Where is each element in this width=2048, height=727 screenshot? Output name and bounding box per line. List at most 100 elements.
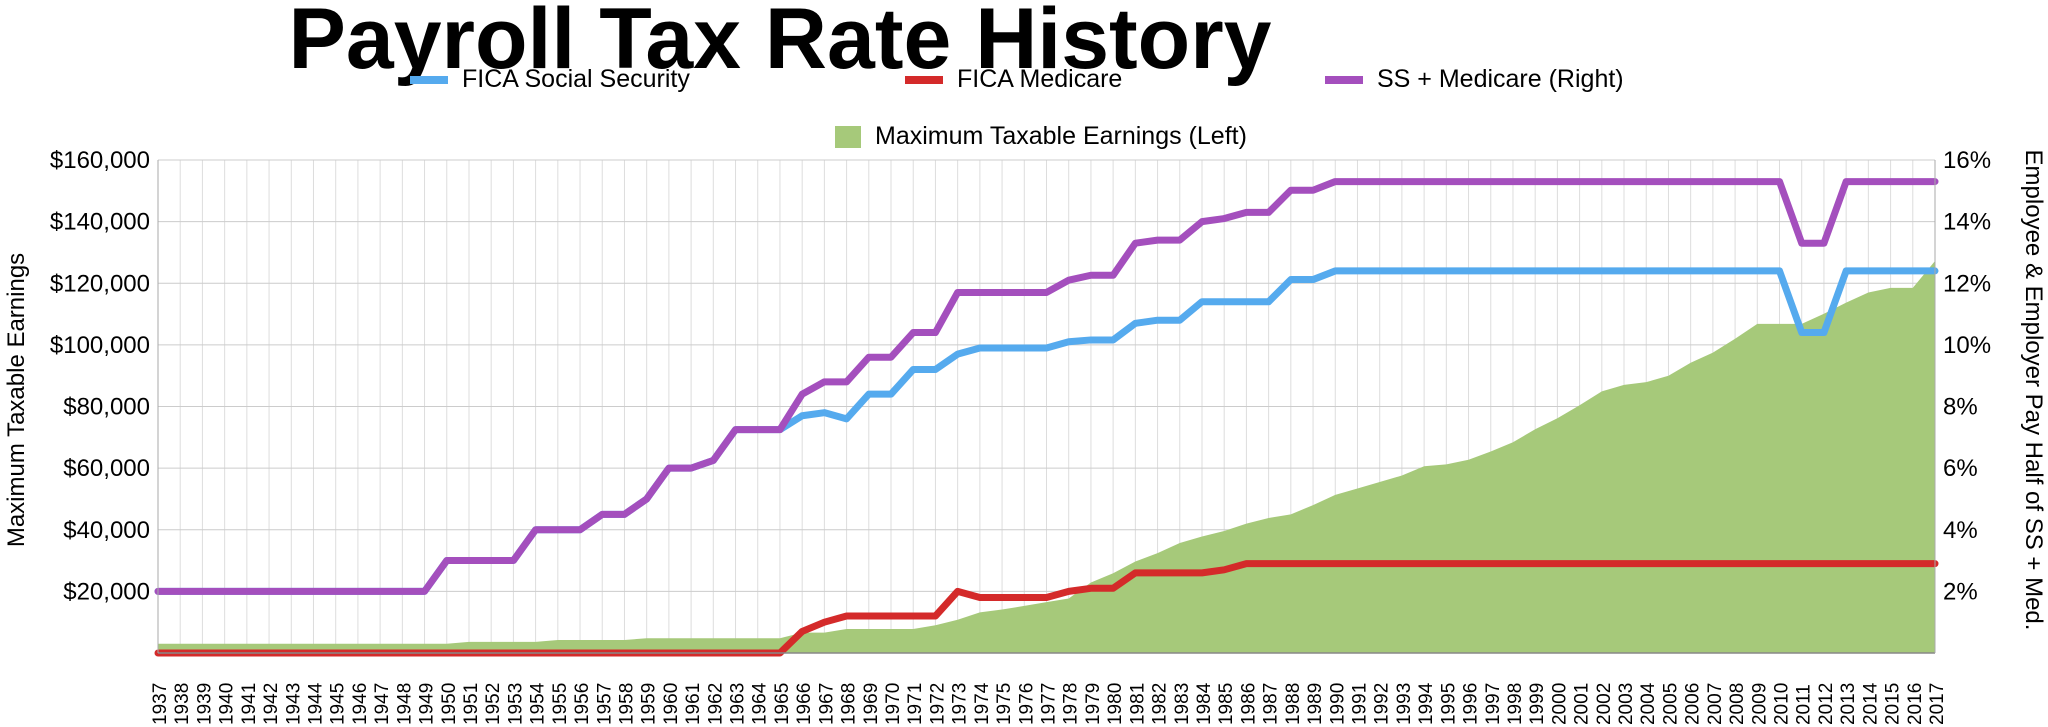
x-tick-label: 1985 [1216,683,1237,725]
x-tick-label: 2011 [1794,684,1815,725]
y-left-tick-label: $60,000 [63,455,150,482]
x-tick-label: 1958 [616,683,637,725]
x-tick-label: 1981 [1127,683,1148,725]
legend-swatch-medicare [905,75,943,84]
x-tick-label: 1995 [1438,683,1459,725]
y-left-axis-title: Maximum Taxable Earnings [3,253,30,547]
x-tick-label: 1948 [394,683,415,725]
legend-label-medicare: FICA Medicare [957,65,1123,93]
area-layer [158,261,1935,653]
x-tick-label: 2004 [1638,682,1659,725]
y-right-tick-label: 14% [1943,209,1991,236]
x-tick-label: 1941 [239,683,260,725]
x-tick-label: 1937 [150,683,171,725]
x-tick-label: 1990 [1327,683,1348,725]
x-tick-label: 1966 [794,683,815,725]
y-left-tick-label: $100,000 [50,332,150,359]
x-tick-label: 2015 [1883,683,1904,725]
x-tick-label: 1938 [172,683,193,725]
y-left-tick-label: $40,000 [63,517,150,544]
x-tick-label: 1950 [439,683,460,725]
series-area-max-taxable-earnings [158,261,1935,653]
x-tick-label: 1973 [950,683,971,725]
x-tick-label: 2006 [1683,683,1704,725]
x-tick-label: 1952 [483,683,504,725]
x-tick-label: 1998 [1505,683,1526,725]
x-tick-label: 2000 [1549,683,1570,725]
x-tick-label: 1962 [705,683,726,725]
legend-label-social-security: FICA Social Security [462,65,690,93]
x-tick-label: 2010 [1772,683,1793,725]
y-left-tick-label: $160,000 [50,147,150,174]
x-tick-label: 1971 [905,683,926,725]
x-tick-label: 1976 [1016,683,1037,725]
x-tick-label: 1977 [1039,683,1060,725]
x-tick-label: 1951 [461,683,482,725]
x-tick-label: 1978 [1061,683,1082,725]
y-right-tick-label: 12% [1943,270,1991,297]
x-tick-label: 2017 [1927,683,1948,725]
x-tick-label: 1939 [194,683,215,725]
x-tick-label: 1944 [305,682,326,725]
x-tick-label: 1992 [1372,683,1393,725]
x-tick-label: 1954 [528,682,549,725]
x-tick-label: 1945 [328,683,349,725]
x-tick-label: 1970 [883,683,904,725]
x-tick-label: 1947 [372,683,393,725]
x-tick-label: 1994 [1416,682,1437,725]
x-tick-label: 1956 [572,683,593,725]
chart-title: Payroll Tax Rate History [288,0,1272,87]
legend-label-max-taxable: Maximum Taxable Earnings (Left) [875,122,1247,150]
y-left-tick-label: $80,000 [63,394,150,421]
x-tick-label: 1960 [661,683,682,725]
x-tick-label: 1953 [505,683,526,725]
x-tick-label: 1969 [861,683,882,725]
y-right-axis-title: Employee & Employer Pay Half of SS + Med… [2020,150,2047,631]
y-left-tick-label: $20,000 [63,578,150,605]
x-tick-label: 1968 [839,683,860,725]
label-layer: $20,000 $40,000 $60,000 $80,000 $100,000 $120… [3,147,2047,725]
x-tick-label: 1993 [1394,683,1415,725]
x-tick-label: 1984 [1194,682,1215,725]
x-tick-label: 1972 [927,683,948,725]
y-right-tick-label: 8% [1943,394,1978,421]
y-right-tick-label: 10% [1943,332,1991,359]
x-tick-label: 2003 [1616,683,1637,725]
legend-item-max-taxable: Maximum Taxable Earnings (Left) [835,122,1247,151]
legend-item-ss-medicare: SS + Medicare (Right) [1325,65,1624,94]
x-tick-label: 1957 [594,683,615,725]
x-tick-label: 2014 [1860,682,1881,725]
legend-swatch-ss-medicare [1325,75,1363,84]
x-tick-label: 1991 [1349,683,1370,725]
x-tick-label: 2008 [1727,683,1748,725]
x-tick-label: 2002 [1594,683,1615,725]
x-tick-label: 1949 [417,683,438,725]
x-tick-label: 1983 [1172,683,1193,725]
x-tick-label: 1943 [283,683,304,725]
x-tick-label: 1989 [1305,683,1326,725]
x-tick-label: 2007 [1705,683,1726,725]
x-tick-label: 2001 [1572,683,1593,725]
y-right-tick-label: 6% [1943,455,1978,482]
x-tick-label: 1980 [1105,683,1126,725]
x-tick-label: 1959 [639,683,660,725]
y-left-tick-label: $140,000 [50,209,150,236]
y-left-tick-label: $120,000 [50,270,150,297]
x-tick-label: 2013 [1838,683,1859,725]
x-tick-label: 1955 [550,683,571,725]
x-tick-label: 1979 [1083,683,1104,725]
x-tick-label: 1974 [972,682,993,725]
x-tick-label: 1940 [217,683,238,725]
x-tick-label: 1988 [1283,683,1304,725]
x-tick-label: 2009 [1749,683,1770,725]
legend-label-ss-medicare: SS + Medicare (Right) [1377,65,1624,93]
y-right-tick-label: 4% [1943,517,1978,544]
x-tick-label: 1982 [1150,683,1171,725]
x-tick-label: 2005 [1660,683,1681,725]
legend-swatch-max-taxable [835,125,861,148]
x-tick-label: 2016 [1905,683,1926,725]
x-tick-label: 1963 [728,683,749,725]
x-tick-label: 2012 [1816,683,1837,725]
x-tick-label: 1946 [350,683,371,725]
